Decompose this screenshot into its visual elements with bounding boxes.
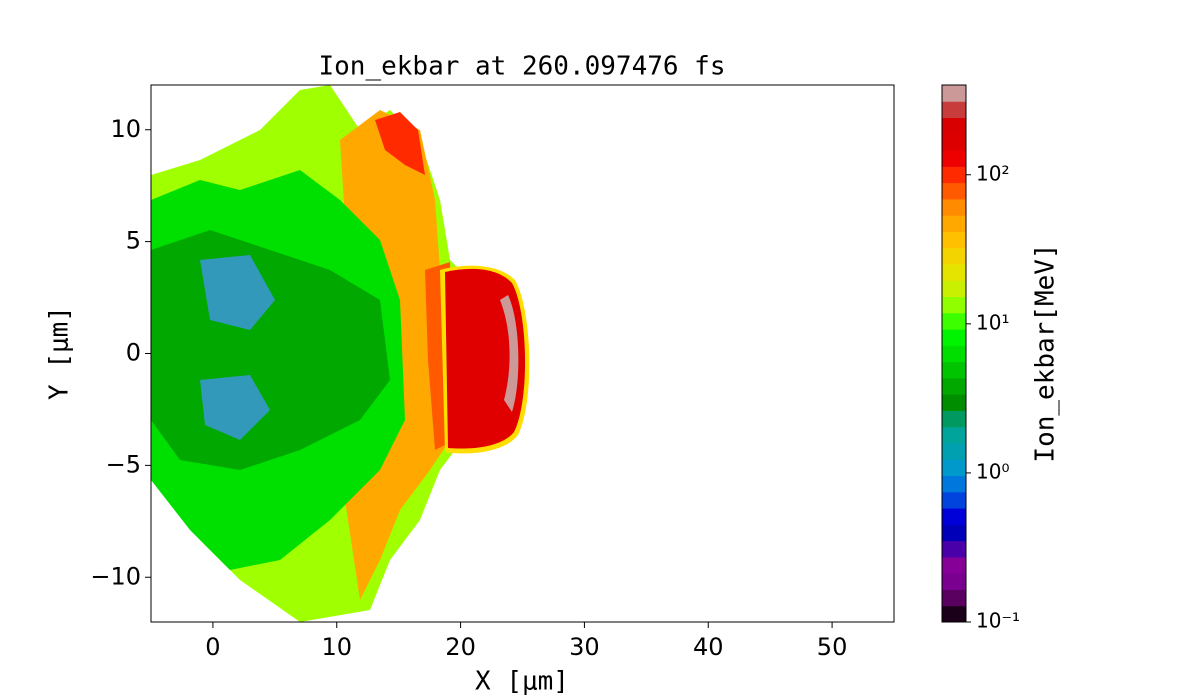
colorbar-segment [942, 231, 966, 249]
colorbar-segment [942, 280, 966, 298]
colorbar-segment [942, 345, 966, 363]
field [151, 85, 530, 622]
colorbar-segment [942, 443, 966, 460]
colorbar-segment [942, 426, 966, 444]
colorbar-segment [942, 361, 966, 379]
y-tick-label: −5 [106, 450, 141, 478]
x-tick-label: 50 [817, 633, 848, 661]
y-tick-label: −10 [90, 562, 141, 590]
colorbar-segment [942, 215, 966, 232]
colorbar-segment [942, 573, 966, 590]
x-tick-label: 30 [569, 633, 600, 661]
colorbar-tick-label: 10¹ [976, 310, 1009, 334]
colorbar-segment [942, 589, 966, 607]
colorbar-segment [942, 264, 966, 281]
field-region [500, 295, 519, 412]
colorbar-segment [942, 410, 966, 428]
colorbar-tick-label: 10² [976, 161, 1009, 185]
colorbar-segment [942, 475, 966, 493]
colorbar-segment [942, 166, 966, 184]
x-tick-label: 20 [445, 633, 476, 661]
colorbar-segment [942, 394, 966, 411]
x-tick-label: 40 [693, 633, 724, 661]
field-region [200, 255, 275, 330]
field-region [375, 112, 425, 175]
colorbar-segment [942, 556, 966, 574]
colorbar-frame [941, 84, 967, 623]
colorbar-segment [942, 524, 966, 542]
colorbar-segment [942, 377, 966, 395]
plot-frame [150, 84, 895, 623]
colorbar-segment [942, 101, 966, 119]
y-tick-label: 0 [126, 339, 141, 367]
field-region [200, 375, 270, 440]
colorbar-segment [942, 296, 966, 314]
colorbar-segment [942, 491, 966, 509]
colorbar-segment [942, 312, 966, 330]
colorbar-segment [942, 85, 966, 102]
colorbar-tick-label: 10⁰ [976, 459, 1009, 483]
colorbar-tick-label: 10⁻¹ [976, 609, 1020, 633]
colorbar-segment [942, 117, 966, 135]
colorbar-segment [942, 133, 966, 151]
colorbar-label: Ion_ekbar[MeV] [1031, 243, 1061, 462]
y-axis-label: Y [μm] [45, 306, 75, 400]
colorbar-segment [942, 540, 966, 558]
colorbar-segment [942, 247, 966, 265]
colorbar-segment [942, 329, 966, 346]
colorbar-segment [942, 605, 966, 623]
colorbar-segment [942, 508, 966, 525]
colorbar-segment [942, 459, 966, 477]
y-tick-label: 10 [110, 115, 141, 143]
colorbar-segment [942, 150, 966, 167]
x-tick-label: 0 [205, 633, 220, 661]
colorbar-segment [942, 182, 966, 200]
x-tick-label: 10 [321, 633, 352, 661]
chart-title: Ion_ekbar at 260.097476 fs [319, 52, 726, 82]
y-tick-label: 5 [126, 227, 141, 255]
colorbar-segment [942, 198, 966, 216]
x-axis-label: X [μm] [475, 667, 569, 697]
